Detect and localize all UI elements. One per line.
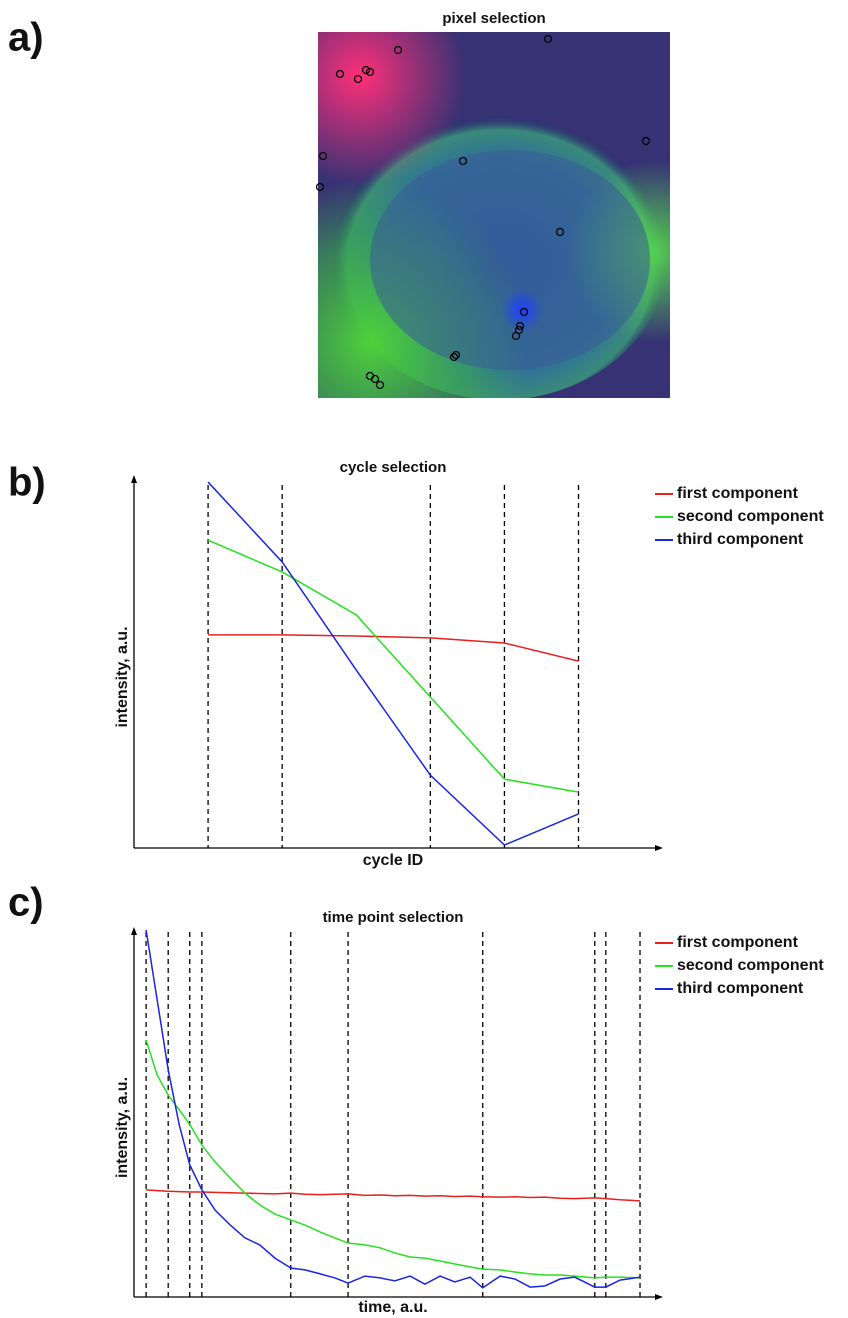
series-line: [145, 1039, 641, 1279]
chart-title: time point selection: [323, 909, 464, 926]
selected-pixel: [335, 69, 345, 79]
series-line: [207, 539, 579, 793]
selected-pixel: [555, 227, 565, 237]
legend-label: first component: [677, 485, 799, 502]
legend-label: second component: [677, 508, 824, 525]
selected-pixel: [353, 74, 363, 84]
y-axis-arrow: [131, 927, 137, 935]
selected-pixel: [511, 331, 521, 341]
legend-label: third component: [677, 531, 804, 548]
x-axis-label: cycle ID: [363, 852, 423, 869]
legend-label: first component: [677, 934, 799, 951]
selected-pixel: [318, 151, 328, 161]
selected-pixel: [393, 45, 403, 55]
x-axis-arrow: [655, 1294, 663, 1300]
panel-label: a): [8, 16, 44, 60]
chart-title: cycle selection: [340, 459, 447, 476]
x-axis-label: time, a.u.: [358, 1299, 427, 1316]
series-line: [145, 929, 641, 1289]
y-axis-label: intensity, a.u.: [114, 1077, 131, 1178]
selected-pixel: [449, 352, 459, 362]
selected-pixel: [515, 321, 525, 331]
y-axis-label: intensity, a.u.: [114, 626, 131, 727]
selected-pixel: [375, 380, 385, 390]
series-line: [207, 481, 579, 846]
x-axis-arrow: [655, 845, 663, 851]
selected-pixel: [365, 67, 375, 77]
legend-label: second component: [677, 957, 824, 974]
selected-pixel: [458, 156, 468, 166]
selected-pixel: [641, 136, 651, 146]
selected-pixel: [451, 350, 461, 360]
series-line: [208, 634, 579, 662]
legend-label: third component: [677, 980, 804, 997]
series-line: [146, 1189, 641, 1202]
panel-label: c): [8, 881, 44, 925]
panel-label: b): [8, 461, 46, 505]
selected-pixel: [315, 182, 325, 192]
chart-title: pixel selection: [442, 10, 545, 27]
selected-pixel: [361, 65, 371, 75]
selected-pixel: [370, 374, 380, 384]
micrograph: [318, 32, 670, 398]
selected-pixel: [543, 34, 553, 44]
selected-pixel: [519, 307, 529, 317]
y-axis-arrow: [131, 475, 137, 483]
